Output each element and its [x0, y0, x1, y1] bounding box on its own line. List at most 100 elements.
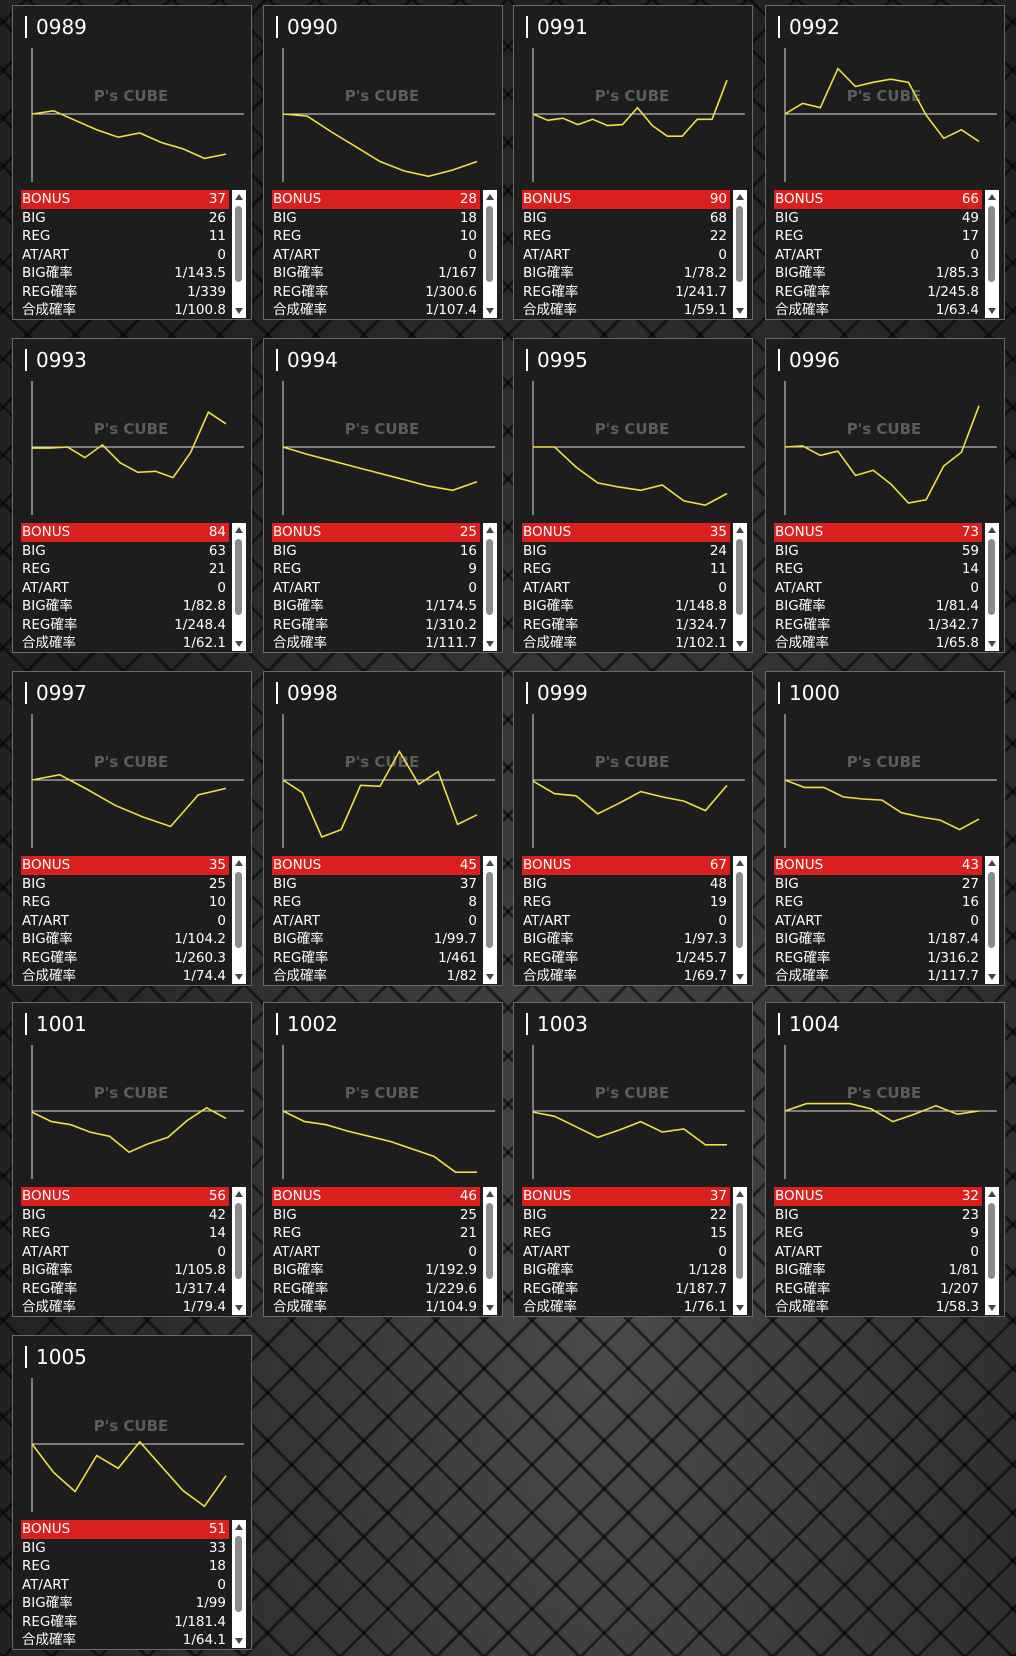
sparkline — [282, 446, 478, 492]
scroll-up[interactable] — [486, 194, 494, 200]
scroll-thumb[interactable] — [486, 1203, 493, 1279]
scrollbar[interactable] — [483, 523, 497, 651]
scroll-up[interactable] — [235, 1524, 243, 1530]
machine-number: 1005 — [25, 1346, 87, 1368]
scroll-up[interactable] — [736, 860, 744, 866]
scroll-thumb[interactable] — [736, 206, 743, 282]
scroll-up[interactable] — [736, 194, 744, 200]
scrollbar[interactable] — [733, 523, 747, 651]
stat-value: 1/65.8 — [935, 635, 979, 651]
stat-label: 合成確率 — [523, 635, 577, 651]
stat-label: 合成確率 — [22, 1299, 76, 1315]
scroll-up[interactable] — [486, 1191, 494, 1197]
scrollbar[interactable] — [483, 1187, 497, 1315]
scroll-down[interactable] — [988, 641, 996, 647]
scroll-thumb[interactable] — [988, 872, 995, 948]
scrollbar[interactable] — [985, 856, 999, 984]
stat-value: 51 — [208, 1521, 226, 1537]
machine-card: 0990 P's CUBE BONUS 28 BIG 18 REG 10 AT/ART 0 BIG確… — [263, 5, 503, 320]
stat-label: BIG — [22, 1206, 46, 1223]
machine-card: 0999 P's CUBE BONUS 67 BIG 48 REG 19 AT/ART 0 BIG確… — [513, 671, 753, 986]
scrollbar[interactable] — [985, 523, 999, 651]
scroll-up[interactable] — [736, 527, 744, 533]
scrollbar[interactable] — [733, 1187, 747, 1315]
scroll-up[interactable] — [235, 194, 243, 200]
scroll-down[interactable] — [486, 308, 494, 314]
scroll-thumb[interactable] — [736, 872, 743, 948]
scroll-down[interactable] — [486, 1305, 494, 1311]
scroll-thumb[interactable] — [235, 872, 242, 948]
scroll-thumb[interactable] — [235, 539, 242, 615]
scroll-up[interactable] — [486, 860, 494, 866]
scroll-down[interactable] — [736, 641, 744, 647]
scroll-down[interactable] — [988, 974, 996, 980]
scroll-thumb[interactable] — [486, 872, 493, 948]
scrollbar[interactable] — [733, 190, 747, 318]
scrollbar[interactable] — [232, 1520, 246, 1648]
stat-value: 10 — [459, 228, 477, 244]
scrollbar[interactable] — [985, 1187, 999, 1315]
stat-value: 19 — [709, 894, 727, 910]
scroll-thumb[interactable] — [736, 1203, 743, 1279]
stat-row: BIG確率 1/85.3 — [774, 264, 982, 283]
scroll-thumb[interactable] — [235, 1536, 242, 1612]
sparkline-chart: P's CUBE — [282, 1045, 495, 1179]
scroll-thumb[interactable] — [736, 539, 743, 615]
scroll-up[interactable] — [486, 527, 494, 533]
scroll-down[interactable] — [988, 308, 996, 314]
stat-value: 1/82.8 — [182, 598, 226, 614]
scroll-up[interactable] — [736, 1191, 744, 1197]
scroll-down[interactable] — [235, 1638, 243, 1644]
sparkline-chart: P's CUBE — [532, 1045, 745, 1179]
scrollbar[interactable] — [733, 856, 747, 984]
scroll-down[interactable] — [235, 308, 243, 314]
scrollbar[interactable] — [483, 856, 497, 984]
scroll-down[interactable] — [736, 974, 744, 980]
scrollbar[interactable] — [232, 523, 246, 651]
scrollbar[interactable] — [232, 190, 246, 318]
stat-value: 1/78.2 — [683, 265, 727, 281]
sparkline — [31, 1440, 227, 1508]
scroll-down[interactable] — [235, 974, 243, 980]
stat-value: 1/97.3 — [683, 931, 727, 947]
scroll-down[interactable] — [486, 974, 494, 980]
scroll-up[interactable] — [988, 527, 996, 533]
scrollbar[interactable] — [232, 1187, 246, 1315]
scroll-thumb[interactable] — [486, 206, 493, 282]
scroll-thumb[interactable] — [486, 539, 493, 615]
scroll-down[interactable] — [486, 641, 494, 647]
stat-row: AT/ART 0 — [774, 912, 982, 931]
scroll-up[interactable] — [988, 860, 996, 866]
scroll-up[interactable] — [235, 860, 243, 866]
scroll-thumb[interactable] — [988, 539, 995, 615]
stat-label: REG確率 — [22, 283, 78, 300]
scrollbar[interactable] — [232, 856, 246, 984]
stat-value: 1/342.7 — [927, 616, 979, 633]
stat-row: BIG確率 1/97.3 — [522, 930, 730, 949]
scroll-down[interactable] — [988, 1305, 996, 1311]
scroll-up[interactable] — [235, 527, 243, 533]
stat-value: 0 — [718, 1243, 727, 1260]
scroll-up[interactable] — [235, 1191, 243, 1197]
scroll-down[interactable] — [736, 1305, 744, 1311]
stat-value: 26 — [208, 209, 226, 226]
machine-card: 0991 P's CUBE BONUS 90 BIG 68 REG 22 AT/ART 0 BIG確… — [513, 5, 753, 320]
machine-number: 1001 — [25, 1013, 87, 1035]
stat-value: 1/192.9 — [425, 1262, 477, 1278]
scroll-thumb[interactable] — [988, 206, 995, 282]
stat-label: REG — [775, 894, 804, 910]
scroll-down[interactable] — [736, 308, 744, 314]
scrollbar[interactable] — [483, 190, 497, 318]
scroll-down[interactable] — [235, 1305, 243, 1311]
scroll-down[interactable] — [235, 641, 243, 647]
scroll-thumb[interactable] — [235, 206, 242, 282]
scroll-up[interactable] — [988, 194, 996, 200]
scrollbar[interactable] — [985, 190, 999, 318]
stat-value: 1/143.5 — [174, 265, 226, 281]
scroll-thumb[interactable] — [988, 1203, 995, 1279]
scroll-up[interactable] — [988, 1191, 996, 1197]
stat-value: 1/174.5 — [425, 598, 477, 614]
scroll-thumb[interactable] — [235, 1203, 242, 1279]
stat-row: BIG 18 — [272, 209, 480, 228]
stat-row: REG 21 — [272, 1224, 480, 1243]
